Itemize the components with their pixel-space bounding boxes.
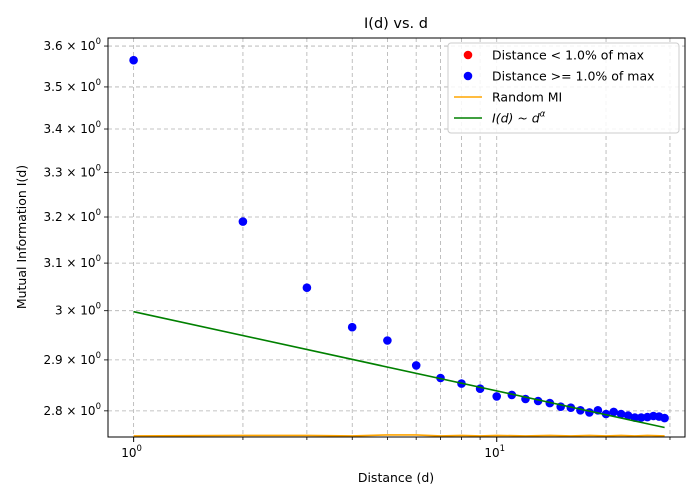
- data-point: [383, 336, 392, 345]
- y-tick-label: 3.1 × 100: [44, 254, 101, 270]
- y-tick-label: 2.8 × 100: [44, 402, 101, 418]
- data-point: [636, 413, 646, 422]
- series-line: [133, 310, 665, 429]
- plot-area: [129, 55, 669, 437]
- data-point: [411, 361, 421, 370]
- x-axis-label: Distance (d): [358, 470, 434, 485]
- series-line: [133, 434, 665, 437]
- chart-title: I(d) vs. d: [364, 16, 428, 32]
- y-tick-label: 3.2 × 100: [44, 208, 101, 224]
- y-tick-label: 3.6 × 100: [44, 37, 101, 53]
- data-point: [492, 392, 502, 401]
- legend: Distance < 1.0% of max Distance >= 1.0% o…: [447, 42, 680, 134]
- legend-marker: [463, 50, 473, 60]
- legend-box: [447, 42, 680, 134]
- data-point: [347, 322, 357, 332]
- legend-label: I(d) ~ dα: [492, 110, 546, 126]
- y-tick-label: 3.3 × 100: [44, 163, 101, 179]
- y-tick-label: 2.9 × 100: [44, 351, 101, 367]
- data-point: [609, 407, 618, 417]
- legend-label: Distance >= 1.0% of max: [492, 69, 655, 84]
- data-point: [238, 217, 248, 226]
- legend-label: Random MI: [492, 90, 562, 105]
- y-tick-label: 3 × 100: [55, 302, 101, 318]
- y-axis-label: Mutual Information I(d): [14, 165, 29, 309]
- legend-marker: [463, 71, 473, 81]
- data-point: [129, 55, 138, 65]
- y-tick-label: 3.4 × 100: [44, 120, 101, 136]
- legend-label: Distance < 1.0% of max: [492, 48, 644, 63]
- data-point: [302, 283, 312, 293]
- y-tick-label: 3.5 × 100: [44, 78, 101, 94]
- axes-frame: [107, 37, 686, 438]
- data-point: [660, 413, 669, 423]
- data-point: [623, 411, 633, 420]
- data-point: [616, 409, 626, 419]
